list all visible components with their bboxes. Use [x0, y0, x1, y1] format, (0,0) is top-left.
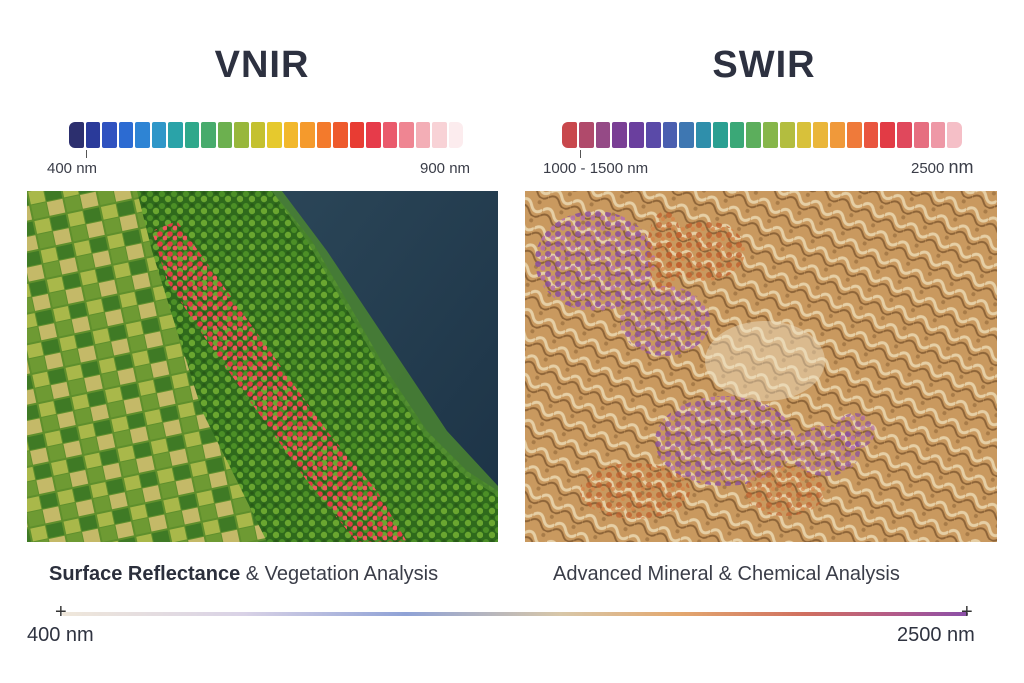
vnir-color-scale [69, 122, 463, 148]
swir-title: SWIR [712, 44, 816, 86]
swir-scale-min-tick [580, 150, 581, 158]
swir-scale-swatch [729, 122, 745, 148]
swir-scale-swatch [763, 122, 778, 148]
vnir-scale-swatch [201, 122, 216, 148]
vnir-scale-swatch [448, 122, 463, 148]
vnir-scale-swatch [168, 122, 183, 148]
swir-scale-swatch [947, 122, 962, 148]
vnir-scale-swatch [184, 122, 199, 148]
swir-caption: Advanced Mineral & Chemical Analysis [553, 563, 900, 585]
swir-scale-min-label: 1000 - 1500 nm [543, 160, 649, 177]
vnir-scale-swatch [85, 122, 100, 148]
swir-scale-swatch [612, 122, 627, 148]
vnir-scale-max-label: 900 nm [420, 160, 471, 177]
vnir-scale-swatch [102, 122, 117, 148]
vnir-scale-swatch [399, 122, 414, 148]
swir-scale-swatch [779, 122, 795, 148]
swir-scale-swatch [746, 122, 761, 148]
axis-end-plus-icon: + [961, 601, 973, 623]
vnir-scale-min-tick [86, 150, 87, 158]
swir-scale-swatch [930, 122, 946, 148]
axis-start-plus-icon: + [55, 601, 67, 623]
swir-scale-swatch [846, 122, 862, 148]
swir-scale-swatch [645, 122, 661, 148]
spectrum-max-label: 2500 nm [897, 624, 975, 646]
swir-scale-swatch [578, 122, 594, 148]
vnir-scale-swatch [234, 122, 249, 148]
vnir-title: VNIR [214, 44, 310, 86]
swir-scale-swatch [813, 122, 828, 148]
vnir-satellite-image [27, 191, 498, 542]
vnir-scale-swatch [151, 122, 166, 148]
vnir-scale-swatch [316, 122, 331, 148]
swir-scale-swatch [880, 122, 895, 148]
vnir-scale-swatch [432, 122, 447, 148]
swir-scale-max-unit: nm [948, 157, 974, 177]
vnir-scale-swatch [415, 122, 430, 148]
spectrum-gradient-axis [62, 612, 968, 616]
vnir-scale-swatch [382, 122, 397, 148]
vnir-scale-swatch [366, 122, 381, 148]
swir-scale-swatch [679, 122, 694, 148]
swir-scale-swatch [796, 122, 812, 148]
vnir-scale-swatch [118, 122, 133, 148]
swir-scale-swatch [562, 122, 577, 148]
swir-scale-swatch [897, 122, 912, 148]
swir-scale-max-label: 2500 nm [911, 157, 974, 178]
swir-scale-swatch [662, 122, 678, 148]
swir-scale-swatch [863, 122, 879, 148]
swir-scale-max-value: 2500 [911, 160, 945, 177]
vnir-scale-swatch [267, 122, 282, 148]
swir-satellite-image [525, 191, 997, 542]
swir-scale-swatch [595, 122, 611, 148]
vnir-scale-swatch [300, 122, 315, 148]
vnir-scale-swatch [349, 122, 364, 148]
vnir-scale-swatch [135, 122, 150, 148]
vnir-scale-swatch [217, 122, 232, 148]
swir-color-scale [562, 122, 962, 148]
swir-scale-swatch [629, 122, 644, 148]
swir-scale-swatch [913, 122, 929, 148]
vnir-scale-swatch [250, 122, 265, 148]
vnir-scale-swatch [333, 122, 348, 148]
swir-scale-swatch [696, 122, 711, 148]
vnir-scale-swatch [69, 122, 84, 148]
vnir-caption-bold: Surface Reflectance [49, 563, 241, 585]
vnir-scale-min-label: 400 nm [47, 160, 98, 177]
vnir-caption: Surface Reflectance & Vegetation Analysi… [49, 563, 438, 586]
swir-scale-swatch [830, 122, 845, 148]
vnir-scale-swatch [283, 122, 298, 148]
vnir-caption-rest: & Vegetation Analysis [245, 563, 439, 585]
swir-scale-swatch [712, 122, 728, 148]
spectrum-min-label: 400 nm [27, 624, 94, 646]
